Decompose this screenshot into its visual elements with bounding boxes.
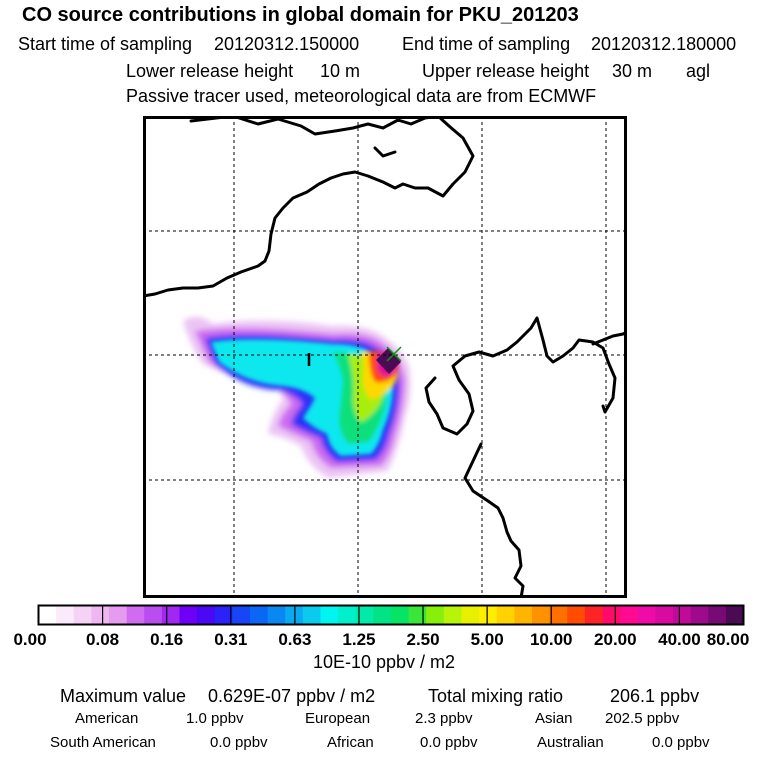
colorbar-cell xyxy=(673,605,692,625)
colorbar-cell xyxy=(250,605,269,625)
region-value: 1.0 ppbv xyxy=(186,710,244,727)
colorbar-tick-label: 0.63 xyxy=(278,630,312,649)
coast-yellow-sea xyxy=(463,442,525,598)
colorbar-tick-label: 20.00 xyxy=(594,630,637,649)
colorbar-cell xyxy=(725,605,744,625)
start-time-label: Start time of sampling xyxy=(18,34,193,54)
region-name: Asian xyxy=(535,710,573,727)
upper-release-value: 30 m xyxy=(612,61,653,81)
colorbar-cell xyxy=(479,605,498,625)
max-value-label: Maximum value xyxy=(60,686,187,706)
region-name: Australian xyxy=(537,734,604,751)
colorbar-cell xyxy=(496,605,515,625)
tracer-note: Passive tracer used, meteorological data… xyxy=(126,86,597,106)
colorbar-cell xyxy=(461,605,480,625)
colorbar-cell xyxy=(109,605,128,625)
colorbar-cell xyxy=(373,605,392,625)
colorbar-tick-label: 0.00 xyxy=(13,630,47,649)
colorbar-cell xyxy=(532,605,551,625)
colorbar-cell xyxy=(514,605,533,625)
colorbar-cell xyxy=(73,605,92,625)
colorbar-cell xyxy=(179,605,198,625)
colorbar-cell xyxy=(708,605,727,625)
page-title: CO source contributions in global domain… xyxy=(22,4,579,26)
colorbar-cell xyxy=(408,605,427,625)
map-panel xyxy=(143,116,627,598)
height-reference: agl xyxy=(686,61,711,81)
x-marker-stroke-2 xyxy=(386,346,402,362)
colorbar-tick-label: 1.25 xyxy=(342,630,376,649)
colorbar-cell xyxy=(338,605,357,625)
colorbar-tick-label: 5.00 xyxy=(470,630,504,649)
colorbar-cell xyxy=(637,605,656,625)
coast-bohai xyxy=(424,316,617,436)
plume xyxy=(183,316,411,478)
colorbar-cell xyxy=(567,605,586,625)
colorbar-cell xyxy=(232,605,251,625)
colorbar-cell xyxy=(602,605,621,625)
colorbar-cell xyxy=(56,605,75,625)
colorbar-cell xyxy=(426,605,445,625)
coastlines xyxy=(143,116,627,598)
border-north-spur xyxy=(373,146,397,158)
plume-peak xyxy=(376,348,401,374)
colorbar-cell xyxy=(302,605,321,625)
colorbar-cell xyxy=(126,605,145,625)
colorbar-cell xyxy=(655,605,674,625)
colorbar-cell xyxy=(214,605,233,625)
colorbar-cell xyxy=(197,605,216,625)
map-frame xyxy=(143,116,627,598)
colorbar-tick-label: 0.31 xyxy=(214,630,248,649)
colorbar-cell xyxy=(549,605,568,625)
colorbar-cell xyxy=(267,605,286,625)
colorbar-tick-label: 0.16 xyxy=(150,630,184,649)
colorbar-frame xyxy=(37,604,745,626)
colorbar-cell xyxy=(161,605,180,625)
border-north xyxy=(143,116,475,298)
colorbar-cell xyxy=(91,605,110,625)
total-mixing-label: Total mixing ratio xyxy=(428,686,564,706)
colorbar-cell xyxy=(391,605,410,625)
colorbar-unit: 10E-10 ppbv / m2 xyxy=(312,652,456,672)
upper-release-label: Upper release height xyxy=(422,61,590,81)
max-value: 0.629E-07 ppbv / m2 xyxy=(208,686,376,706)
start-time-value: 20120312.150000 xyxy=(214,34,360,54)
region-value: 202.5 ppbv xyxy=(605,710,680,727)
colorbar-cell xyxy=(690,605,709,625)
region-value: 0.0 ppbv xyxy=(210,734,268,751)
x-marker xyxy=(386,346,402,362)
region-value: 2.3 ppbv xyxy=(415,710,473,727)
colorbar-tick-label: 0.08 xyxy=(86,630,120,649)
lower-release-value: 10 m xyxy=(320,61,361,81)
colorbar-cell xyxy=(355,605,374,625)
region-value: 0.0 ppbv xyxy=(652,734,710,751)
colorbar xyxy=(37,604,745,626)
colorbar-tick-label: 2.50 xyxy=(406,630,440,649)
colorbar-cell xyxy=(443,605,462,625)
region-name: South American xyxy=(50,734,156,751)
colorbar-cell xyxy=(320,605,339,625)
end-time-value: 20120312.180000 xyxy=(591,34,737,54)
total-mixing-value: 206.1 ppbv xyxy=(610,686,700,706)
region-name: American xyxy=(75,710,139,727)
region-name: European xyxy=(305,710,371,727)
colorbar-tick-label: 40.00 xyxy=(658,630,701,649)
region-value: 0.0 ppbv xyxy=(420,734,478,751)
lower-release-label: Lower release height xyxy=(126,61,294,81)
colorbar-cell xyxy=(144,605,163,625)
region-name: African xyxy=(327,734,374,751)
end-time-label: End time of sampling xyxy=(402,34,571,54)
colorbar-cell xyxy=(38,605,57,625)
colorbar-cell xyxy=(584,605,603,625)
colorbar-cell xyxy=(620,605,639,625)
colorbar-tick-label: 80.00 xyxy=(706,630,750,649)
colorbar-tick-label: 10.00 xyxy=(529,630,573,649)
